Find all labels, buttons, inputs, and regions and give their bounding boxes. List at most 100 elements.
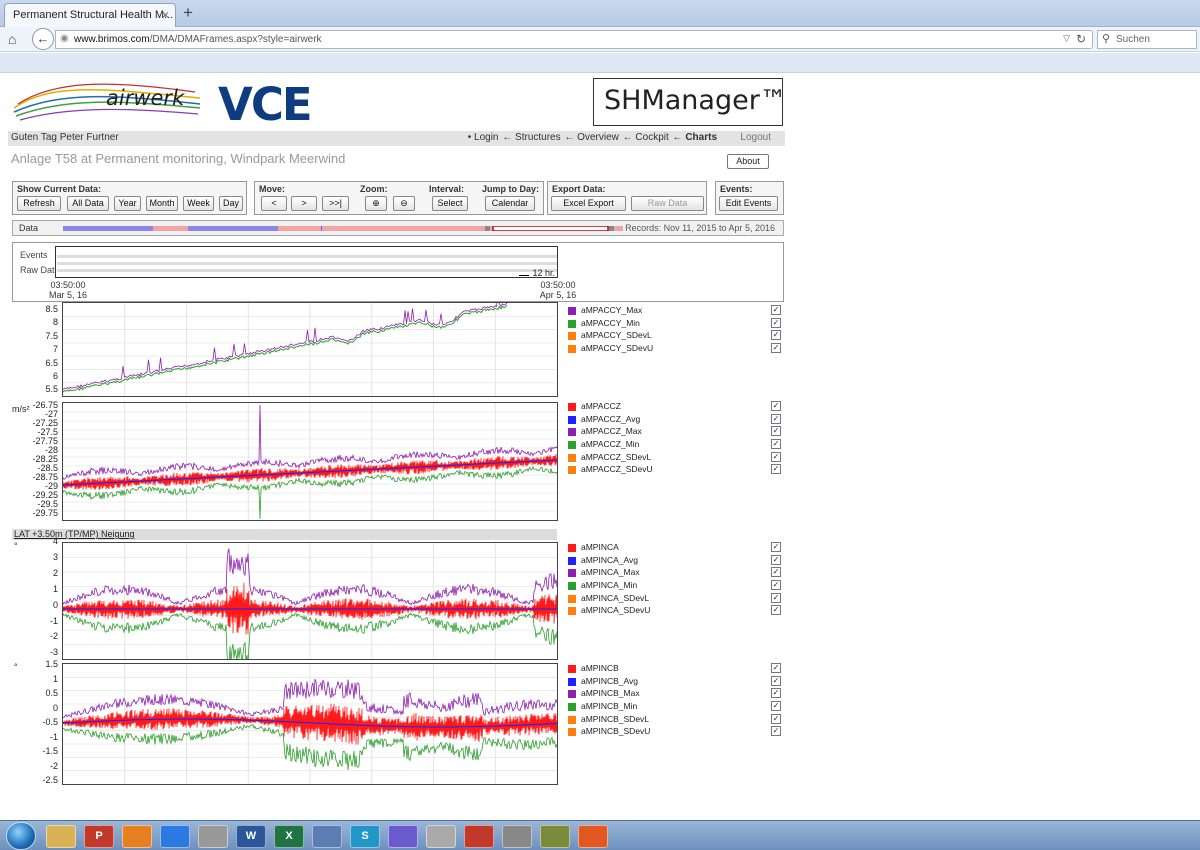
legend-item: aMPACCZ_Max ✓ [568, 425, 784, 438]
taskbar-app-icon[interactable] [198, 825, 228, 848]
move-next-button[interactable]: > [291, 196, 317, 211]
nav-overview[interactable]: ← Overview [564, 132, 619, 143]
nav-charts[interactable]: ← Charts [672, 132, 717, 143]
series-checkbox[interactable]: ✓ [771, 426, 781, 437]
legend-item: aMPACCZ_SDevU ✓ [568, 463, 784, 476]
series-checkbox[interactable]: ✓ [771, 688, 781, 699]
taskbar-app-icon[interactable] [540, 825, 570, 848]
legend-label: aMPINCB_SDevL [581, 713, 650, 724]
select-interval-button[interactable]: Select [432, 196, 468, 211]
all-data-button[interactable]: All Data [67, 196, 109, 211]
refresh-button[interactable]: Refresh [17, 196, 61, 211]
close-tab-icon[interactable]: × [161, 8, 169, 22]
taskbar-app-icon[interactable]: P [84, 825, 114, 848]
taskbar-app-icon[interactable]: X [274, 825, 304, 848]
excel-export-button[interactable]: Excel Export [551, 196, 626, 211]
ytick-label: -27.75 [32, 435, 58, 446]
series-checkbox[interactable]: ✓ [771, 542, 781, 552]
edit-events-button[interactable]: Edit Events [719, 196, 778, 211]
greeting: Guten Tag Peter Furtner [11, 132, 119, 143]
browser-tab[interactable]: Permanent Structural Health M... × [4, 3, 176, 27]
move-prev-button[interactable]: < [261, 196, 287, 211]
series-checkbox[interactable]: ✓ [771, 330, 781, 341]
url-host: www.brimos.com [74, 34, 150, 45]
home-icon[interactable]: ⌂ [8, 31, 17, 47]
series-checkbox[interactable]: ✓ [771, 305, 781, 315]
search-input[interactable]: ⚲ Suchen [1097, 30, 1197, 49]
series-checkbox[interactable]: ✓ [771, 413, 781, 424]
legend-label: aMPACCZ_Max [581, 426, 642, 437]
back-button[interactable]: ← [32, 28, 54, 50]
series-checkbox[interactable]: ✓ [771, 701, 781, 712]
series-checkbox[interactable]: ✓ [771, 567, 781, 578]
jump-to-day-label: Jump to Day: [482, 184, 540, 194]
chart-inca[interactable] [62, 542, 558, 660]
taskbar-app-icon[interactable] [388, 825, 418, 848]
ytick-label: -28.25 [32, 453, 58, 464]
taskbar-app-icon[interactable] [502, 825, 532, 848]
legend-label: aMPACCZ [581, 401, 621, 411]
taskbar-app-icon[interactable] [464, 825, 494, 848]
month-button[interactable]: Month [146, 196, 178, 211]
legend-item: aMPINCB_Max ✓ [568, 687, 784, 700]
series-checkbox[interactable]: ✓ [771, 592, 781, 603]
legend-swatch [568, 307, 576, 315]
series-checkbox[interactable]: ✓ [771, 343, 781, 354]
series-checkbox[interactable]: ✓ [771, 675, 781, 686]
taskbar-app-icon[interactable] [426, 825, 456, 848]
series-checkbox[interactable]: ✓ [771, 464, 781, 475]
nav-cockpit[interactable]: ← Cockpit [622, 132, 669, 143]
series-checkbox[interactable]: ✓ [771, 605, 781, 616]
taskbar-app-icon[interactable] [312, 825, 342, 848]
year-button[interactable]: Year [114, 196, 141, 211]
new-tab-icon[interactable]: + [183, 3, 193, 22]
ytick-label: 0 [52, 702, 58, 713]
vce-logo: VCE [218, 78, 313, 131]
nav-login[interactable]: • Login [467, 132, 499, 143]
series-checkbox[interactable]: ✓ [771, 580, 781, 591]
start-button[interactable] [6, 822, 36, 850]
ytick-label: 0.5 [45, 688, 58, 698]
about-button[interactable]: About [727, 154, 769, 169]
taskbar-app-icon[interactable] [160, 825, 190, 848]
nav-structures[interactable]: ← Structures [502, 132, 561, 143]
overview-window[interactable]: 12 hr. [55, 246, 558, 278]
taskbar-app-icon[interactable] [122, 825, 152, 848]
series-checkbox[interactable]: ✓ [771, 439, 781, 450]
legend-swatch [568, 403, 576, 411]
legend-label: aMPINCA_Max [581, 567, 640, 578]
series-checkbox[interactable]: ✓ [771, 451, 781, 462]
taskbar-app-icon[interactable] [578, 825, 608, 848]
ytick-label: 0 [52, 599, 58, 610]
taskbar-app-icon[interactable]: S [350, 825, 380, 848]
legend-item: aMPACCY_SDevL ✓ [568, 329, 784, 342]
taskbar-app-icon[interactable]: W [236, 825, 266, 848]
series-checkbox[interactable]: ✓ [771, 713, 781, 724]
series-checkbox[interactable]: ✓ [771, 401, 781, 411]
week-button[interactable]: Week [183, 196, 214, 211]
series-checkbox[interactable]: ✓ [771, 726, 781, 737]
series-checkbox[interactable]: ✓ [771, 317, 781, 328]
chart-inca-legend: aMPINCA ✓ aMPINCA_Avg ✓ aMPINCA_Max ✓ aMPINCA_… [568, 541, 784, 617]
day-button[interactable]: Day [219, 196, 243, 211]
zoom-in-icon[interactable]: ⊕ [365, 196, 387, 211]
address-bar[interactable]: ◉ www.brimos.com/DMA/DMAFrames.aspx?styl… [55, 30, 1093, 49]
series-checkbox[interactable]: ✓ [771, 663, 781, 673]
legend-item: aMPINCA ✓ [568, 541, 784, 554]
chart-accy[interactable] [62, 302, 558, 397]
data-timeline-track[interactable] [63, 226, 623, 231]
reload-icon[interactable]: ↻ [1075, 32, 1086, 46]
chart-accz[interactable] [62, 402, 558, 521]
legend-item: aMPINCA_Avg ✓ [568, 554, 784, 567]
zoom-out-icon[interactable]: ⊖ [393, 196, 415, 211]
move-last-button[interactable]: >>| [322, 196, 349, 211]
move-label: Move: [259, 184, 286, 194]
raw-data-button[interactable]: Raw Data [631, 196, 704, 211]
logout-link[interactable]: Logout [740, 132, 771, 143]
series-checkbox[interactable]: ✓ [771, 554, 781, 565]
calendar-button[interactable]: Calendar [485, 196, 535, 211]
series-line-min [63, 612, 557, 659]
chart-incb[interactable] [62, 663, 558, 785]
dropdown-icon[interactable]: ▽ [1063, 33, 1070, 43]
taskbar-app-icon[interactable] [46, 825, 76, 848]
